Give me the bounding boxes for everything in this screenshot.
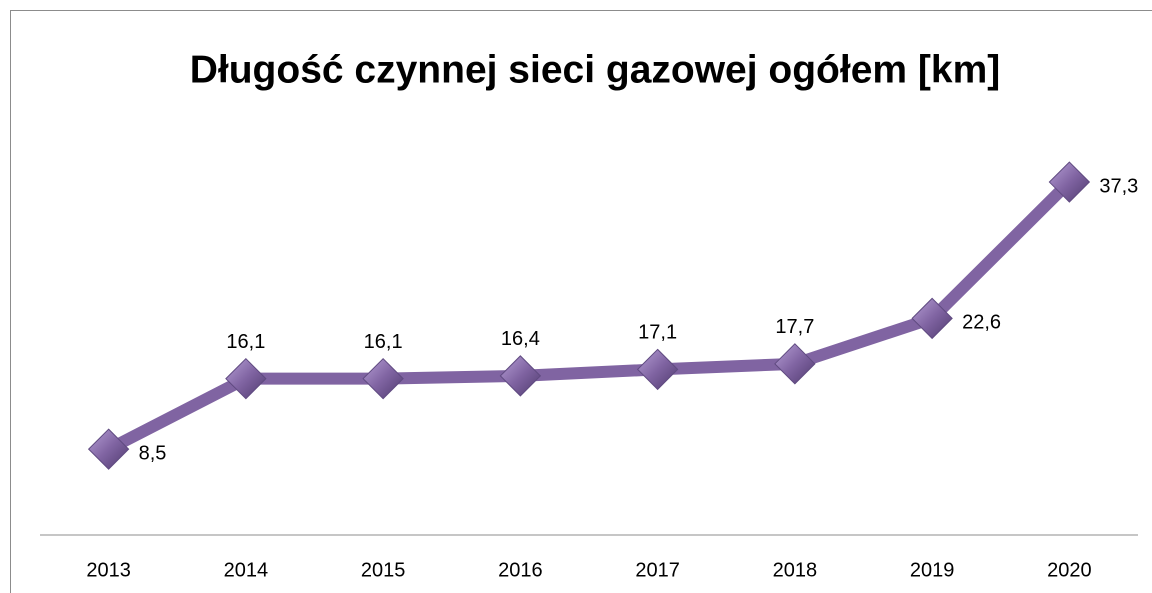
- x-tick-label: 2013: [86, 559, 131, 581]
- marker: [636, 348, 679, 391]
- data-label: 16,1: [226, 331, 265, 353]
- x-tick-label: 2016: [498, 559, 543, 581]
- data-label: 8,5: [139, 442, 167, 464]
- data-label: 37,3: [1099, 175, 1138, 197]
- data-label: 16,4: [501, 328, 540, 350]
- marker: [499, 355, 542, 397]
- x-tick-label: 2018: [773, 559, 818, 581]
- chart-frame: [10, 10, 1152, 593]
- data-label: 22,6: [962, 312, 1001, 334]
- marker: [911, 297, 953, 340]
- x-tick-label: 2019: [910, 559, 955, 581]
- x-tick-label: 2014: [224, 559, 269, 581]
- chart-title: Długość czynnej sieci gazowej ogółem [km…: [190, 48, 1001, 91]
- x-tick-label: 2020: [1047, 559, 1092, 581]
- marker: [1048, 161, 1091, 203]
- marker: [225, 357, 267, 400]
- x-tick-label: 2015: [361, 559, 406, 581]
- x-tick-label: 2017: [635, 559, 680, 581]
- marker: [87, 428, 130, 470]
- marker: [774, 343, 816, 385]
- data-label: 17,1: [638, 322, 677, 344]
- series-line: [102, 176, 1076, 456]
- marker: [362, 357, 404, 400]
- data-label: 16,1: [364, 331, 403, 353]
- data-label: 17,7: [775, 316, 814, 338]
